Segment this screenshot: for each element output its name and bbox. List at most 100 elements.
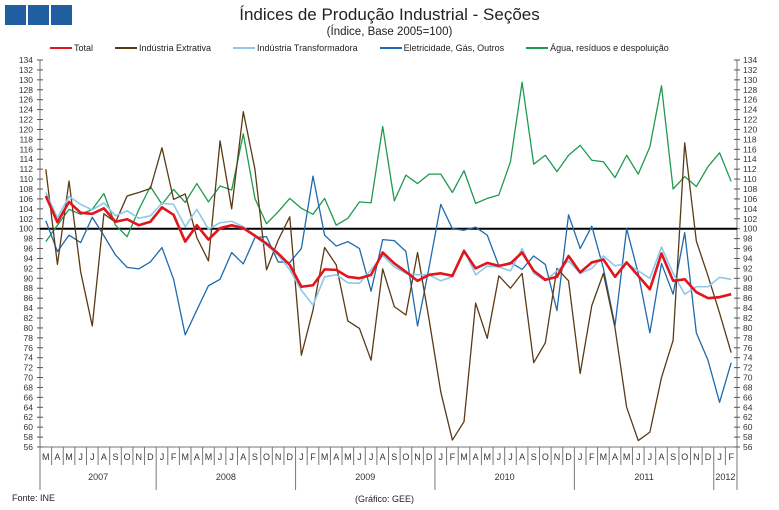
y-tick-label-right: 128 bbox=[743, 85, 757, 95]
y-tick-label-right: 74 bbox=[743, 353, 753, 363]
y-tick-label-left: 80 bbox=[24, 323, 34, 333]
y-tick-label-left: 108 bbox=[19, 184, 33, 194]
y-tick-label-right: 130 bbox=[743, 75, 757, 85]
y-tick-label-right: 134 bbox=[743, 55, 757, 65]
y-tick-label-left: 86 bbox=[24, 293, 34, 303]
month-label: F bbox=[589, 452, 595, 462]
month-label: J bbox=[497, 452, 502, 462]
y-tick-label-right: 58 bbox=[743, 432, 753, 442]
month-label: J bbox=[578, 452, 583, 462]
month-label: F bbox=[450, 452, 456, 462]
month-label: D bbox=[426, 452, 433, 462]
legend-swatch bbox=[115, 47, 138, 49]
month-label: M bbox=[205, 452, 213, 462]
y-tick-label-left: 78 bbox=[24, 333, 34, 343]
y-tick-label-right: 80 bbox=[743, 323, 753, 333]
y-tick-label-right: 60 bbox=[743, 422, 753, 432]
y-tick-label-right: 122 bbox=[743, 115, 757, 125]
month-label: A bbox=[473, 452, 479, 462]
month-label: M bbox=[623, 452, 631, 462]
series-line-indu-stria-transformadora bbox=[45, 192, 732, 306]
series-line-a-gua-resi-duos-e-despoluic-a-o bbox=[45, 81, 732, 242]
month-label: D bbox=[565, 452, 572, 462]
month-label: S bbox=[531, 452, 537, 462]
month-label: A bbox=[519, 452, 525, 462]
y-tick-label-left: 98 bbox=[24, 234, 34, 244]
month-label: M bbox=[600, 452, 608, 462]
y-tick-label-left: 58 bbox=[24, 432, 34, 442]
y-tick-label-left: 84 bbox=[24, 303, 34, 313]
month-label: A bbox=[612, 452, 618, 462]
y-tick-label-left: 92 bbox=[24, 263, 34, 273]
month-label: O bbox=[681, 452, 688, 462]
series-line-indu-stria-extrativa bbox=[45, 110, 732, 442]
y-tick-label-right: 116 bbox=[743, 144, 757, 154]
y-tick-label-left: 124 bbox=[19, 105, 33, 115]
y-tick-label-left: 74 bbox=[24, 353, 34, 363]
month-label: M bbox=[65, 452, 73, 462]
month-label: O bbox=[124, 452, 131, 462]
y-tick-label-right: 100 bbox=[743, 224, 757, 234]
y-tick-label-left: 90 bbox=[24, 273, 34, 283]
legend-item: Indústria Transformadora bbox=[233, 43, 358, 53]
year-label: 2007 bbox=[88, 472, 108, 482]
month-label: N bbox=[414, 452, 421, 462]
month-label: J bbox=[218, 452, 223, 462]
y-tick-label-right: 96 bbox=[743, 244, 753, 254]
y-tick-label-right: 98 bbox=[743, 234, 753, 244]
y-tick-label-left: 132 bbox=[19, 65, 33, 75]
y-tick-label-right: 82 bbox=[743, 313, 753, 323]
month-label: J bbox=[636, 452, 641, 462]
y-tick-label-right: 110 bbox=[743, 174, 757, 184]
month-label: J bbox=[229, 452, 234, 462]
month-label: S bbox=[113, 452, 119, 462]
y-tick-label-left: 126 bbox=[19, 95, 33, 105]
y-tick-label-left: 110 bbox=[19, 174, 33, 184]
year-label: 2009 bbox=[355, 472, 375, 482]
month-label: A bbox=[101, 452, 107, 462]
month-label: J bbox=[299, 452, 304, 462]
month-label: J bbox=[717, 452, 722, 462]
y-tick-label-right: 118 bbox=[743, 134, 757, 144]
series-line-total bbox=[44, 195, 732, 300]
y-tick-label-left: 118 bbox=[19, 134, 33, 144]
year-label: 2012 bbox=[715, 472, 735, 482]
year-label: 2008 bbox=[216, 472, 236, 482]
y-tick-label-left: 76 bbox=[24, 343, 34, 353]
y-tick-label-right: 102 bbox=[743, 214, 757, 224]
month-label: M bbox=[42, 452, 50, 462]
legend-label: Indústria Extrativa bbox=[139, 43, 212, 53]
y-tick-label-right: 76 bbox=[743, 343, 753, 353]
month-label: A bbox=[194, 452, 200, 462]
series-line-eletricidade-ga-s-outros bbox=[45, 175, 732, 403]
month-label: M bbox=[460, 452, 468, 462]
month-label: N bbox=[554, 452, 561, 462]
y-tick-label-right: 62 bbox=[743, 412, 753, 422]
month-label: A bbox=[54, 452, 60, 462]
month-label: D bbox=[287, 452, 294, 462]
month-label: A bbox=[658, 452, 664, 462]
legend-swatch bbox=[526, 47, 549, 49]
y-tick-label-left: 88 bbox=[24, 283, 34, 293]
chart-subtitle: (Índice, Base 2005=100) bbox=[326, 26, 453, 38]
month-label: J bbox=[160, 452, 165, 462]
month-label: M bbox=[483, 452, 491, 462]
y-tick-label-right: 70 bbox=[743, 373, 753, 383]
y-tick-label-left: 120 bbox=[19, 124, 33, 134]
y-tick-label-left: 102 bbox=[19, 214, 33, 224]
legend-swatch bbox=[50, 47, 72, 49]
legend-label: Indústria Transformadora bbox=[257, 43, 358, 53]
y-tick-label-right: 106 bbox=[743, 194, 757, 204]
y-tick-label-right: 90 bbox=[743, 273, 753, 283]
y-tick-label-left: 82 bbox=[24, 313, 34, 323]
month-label: A bbox=[240, 452, 246, 462]
y-tick-label-left: 60 bbox=[24, 422, 34, 432]
y-tick-label-left: 94 bbox=[24, 253, 34, 263]
y-tick-label-right: 72 bbox=[743, 363, 753, 373]
y-tick-label-left: 122 bbox=[19, 115, 33, 125]
y-tick-label-left: 104 bbox=[19, 204, 33, 214]
y-tick-label-right: 120 bbox=[743, 124, 757, 134]
month-label: J bbox=[78, 452, 83, 462]
y-tick-label-right: 132 bbox=[743, 65, 757, 75]
